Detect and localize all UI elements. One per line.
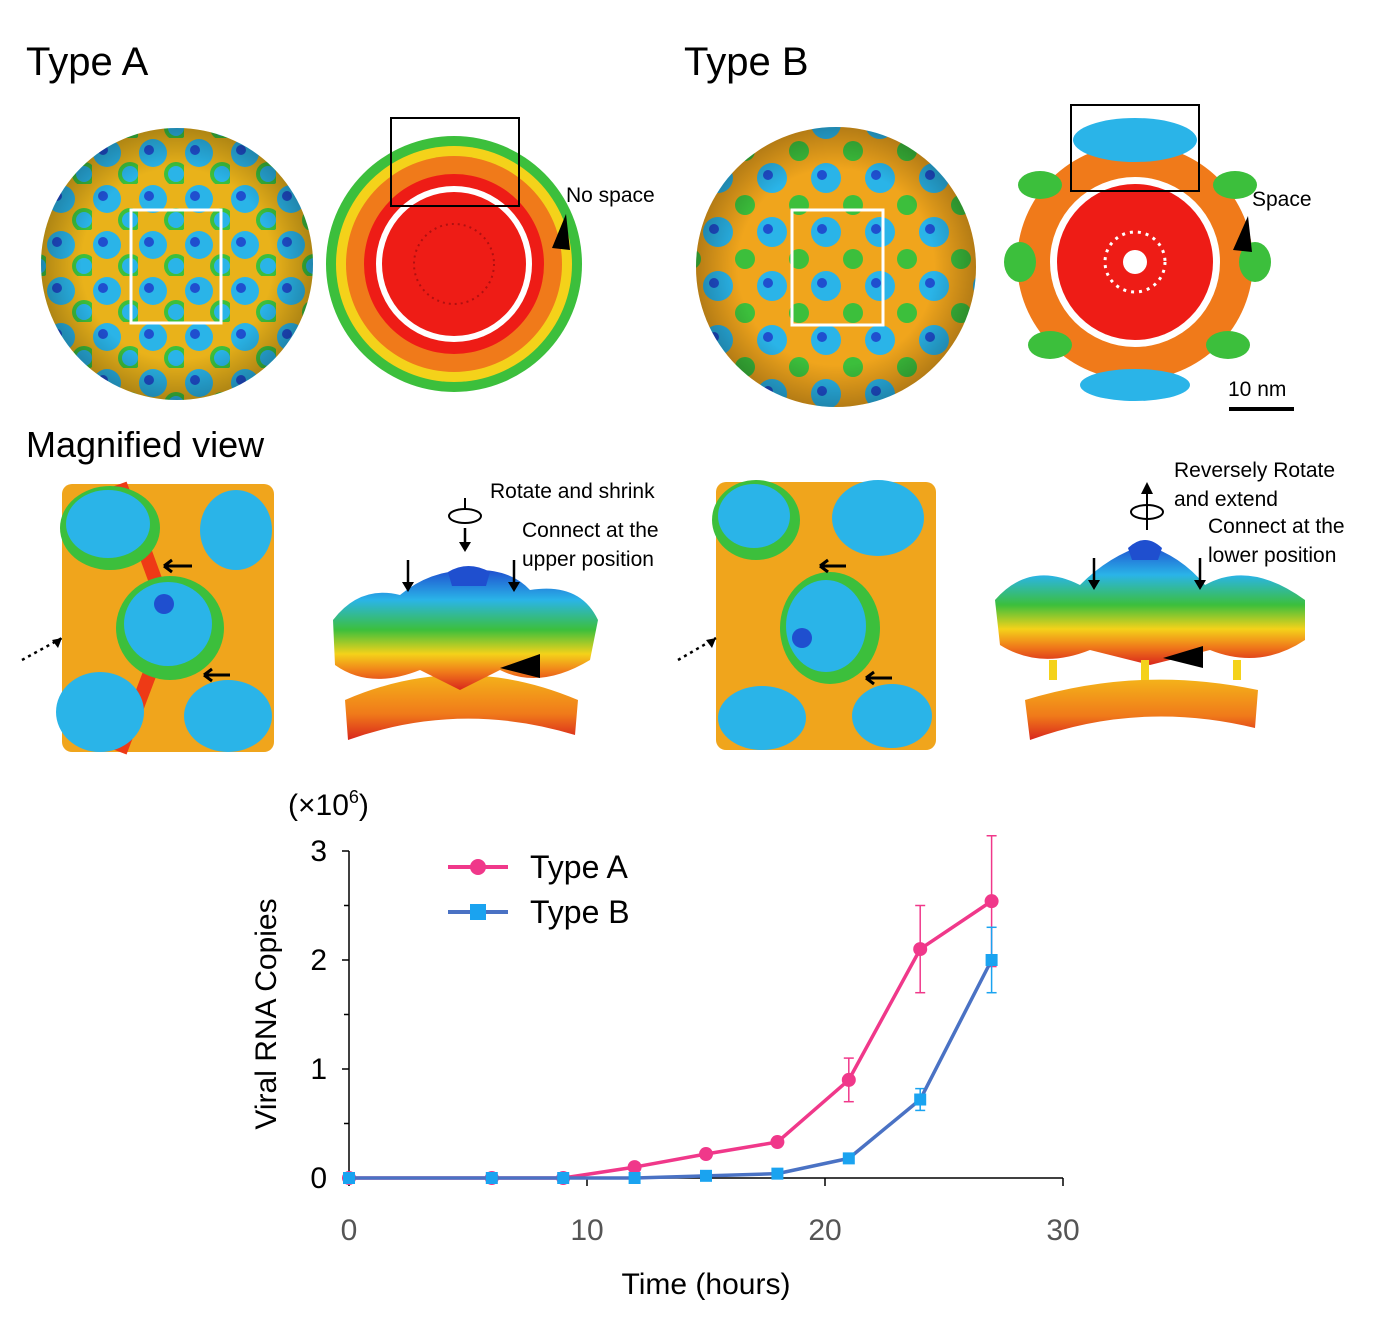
type-a-capsid-section [326, 117, 582, 392]
x-axis-label: Time (hours) [622, 1268, 791, 1301]
y-ticks: 0 1 2 3 [310, 835, 349, 1195]
data-point-type-b [985, 954, 998, 966]
data-point-type-b [628, 1172, 641, 1184]
type-b-rotate-label: Reversely Rotate and extend [1174, 459, 1336, 511]
data-point-type-b [914, 1093, 927, 1106]
type-a-title: Type A [26, 40, 149, 84]
data-point-type-b [771, 1167, 784, 1180]
legend-label-type-b: Type B [530, 894, 630, 930]
type-b-connect-label: Connect at the lower position [1208, 515, 1345, 567]
data-point-type-a [984, 894, 999, 909]
data-point-type-a [699, 1147, 713, 1162]
y-axis-label: Viral RNA Copies [250, 898, 283, 1129]
series-line-type-a [349, 899, 993, 1180]
type-b-title: Type B [684, 40, 809, 84]
type-b-capsid-section [1004, 104, 1294, 411]
scale-bar-label: 10 nm [1228, 378, 1287, 401]
data-point-type-a [913, 942, 928, 957]
no-space-arrowhead [552, 214, 570, 250]
rna-copies-chart: 0 1 2 3 0 10 20 30 Viral RNA Copies Time (hour… [250, 787, 1080, 1301]
y-multiplier-exponent: 6 [349, 787, 359, 807]
space-arrowhead [1233, 216, 1252, 252]
y-multiplier-close: ) [359, 789, 369, 822]
data-point-type-b [557, 1172, 570, 1184]
type-b-magnified-side [995, 482, 1305, 740]
type-b-magnified-top [677, 480, 936, 750]
x-tick-label: 0 [341, 1214, 358, 1247]
no-space-label: No space [566, 184, 655, 207]
y-multiplier-base: (×10 [288, 789, 349, 822]
x-tick-label: 30 [1046, 1214, 1079, 1247]
legend-label-type-a: Type A [530, 849, 629, 885]
data-point-type-b [842, 1152, 855, 1165]
x-tick-label: 10 [570, 1214, 603, 1247]
type-a-capsid-surface [41, 128, 313, 400]
space-label: Space [1252, 188, 1312, 211]
type-a-connect-label: Connect at the upper position [522, 519, 659, 571]
data-point-type-b [343, 1172, 355, 1184]
legend-marker-type-b [470, 904, 486, 920]
y-tick-label: 0 [310, 1162, 327, 1195]
y-tick-label: 1 [310, 1053, 327, 1086]
type-a-rotate-label: Rotate and shrink [490, 480, 655, 503]
type-a-magnified-top [21, 481, 274, 755]
y-multiplier: (×106) [288, 787, 369, 822]
type-b-capsid-surface [696, 127, 976, 407]
data-point-type-a [841, 1072, 856, 1087]
y-tick-label: 3 [310, 835, 327, 868]
data-point-type-a [770, 1135, 785, 1150]
type-a-magnified-side [333, 498, 598, 740]
legend-marker-type-a [470, 859, 486, 875]
x-ticks: 0 10 20 30 [341, 1178, 1080, 1247]
data-point-type-b [485, 1172, 498, 1184]
data-point-type-b [700, 1169, 712, 1182]
series-layer [342, 834, 999, 1185]
chart-legend: Type A Type B [448, 849, 630, 930]
data-point-type-a [627, 1160, 642, 1175]
y-tick-label: 2 [310, 944, 327, 977]
x-tick-label: 20 [808, 1214, 841, 1247]
magnified-view-title: Magnified view [26, 424, 265, 465]
